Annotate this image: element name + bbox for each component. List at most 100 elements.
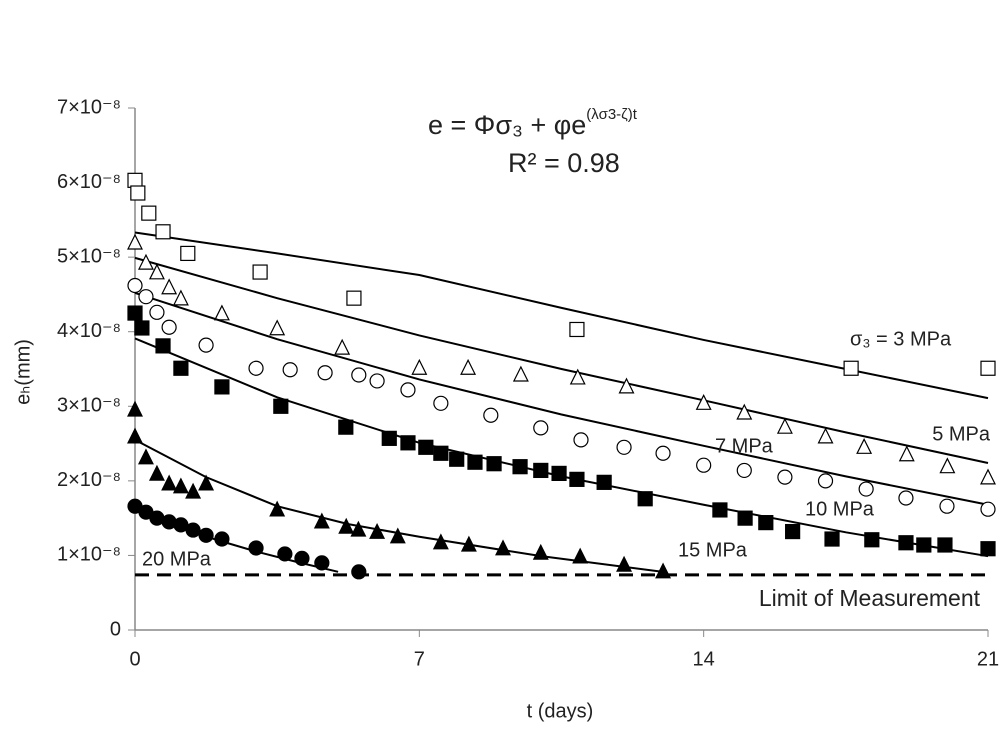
point: [432, 533, 449, 550]
point: [313, 512, 330, 529]
point: [127, 305, 143, 321]
point: [400, 382, 416, 398]
point: [572, 547, 589, 564]
point: [486, 456, 502, 472]
point: [138, 289, 154, 305]
fit-curve: [134, 231, 989, 400]
point: [214, 531, 230, 547]
point: [277, 546, 293, 562]
point: [317, 365, 333, 381]
point: [198, 527, 214, 543]
equation: e = Φσ₃ + φe(λσ3-ζ)t: [428, 106, 638, 140]
point: [864, 532, 880, 548]
point: [449, 451, 465, 467]
point: [616, 439, 632, 455]
point: [433, 395, 449, 411]
point: [637, 491, 653, 507]
equation-exponent: (λσ3-ζ)t: [586, 106, 637, 123]
point: [980, 360, 996, 376]
point: [655, 445, 671, 461]
point: [269, 319, 286, 336]
point: [712, 502, 728, 518]
point: [483, 407, 499, 423]
point: [161, 474, 178, 491]
point: [418, 439, 434, 455]
point: [856, 437, 873, 454]
y-tick-label: 1×10⁻⁸: [57, 544, 121, 566]
y-tick-label: 2×10⁻⁸: [57, 469, 121, 491]
series-label: 20 MPa: [142, 548, 212, 570]
point: [696, 457, 712, 473]
point: [314, 555, 330, 571]
limit-label: Limit of Measurement: [759, 585, 981, 611]
point: [655, 562, 672, 579]
series-label: 7 MPa: [715, 435, 774, 457]
point: [939, 498, 955, 514]
point: [937, 537, 953, 553]
y-tick-label: 3×10⁻⁸: [57, 395, 121, 417]
point: [338, 419, 354, 435]
point: [127, 172, 143, 188]
point: [172, 289, 189, 306]
point: [495, 539, 511, 556]
point: [596, 474, 612, 490]
point: [512, 459, 528, 475]
series-label: 5 MPa: [932, 423, 991, 445]
point: [916, 537, 932, 553]
point: [569, 368, 586, 385]
point: [269, 500, 286, 517]
point: [785, 523, 801, 540]
point: [155, 224, 171, 240]
y-axis-label: eₕ(mm): [12, 339, 34, 405]
point: [533, 420, 549, 436]
point: [161, 278, 178, 295]
fit-curve: [134, 438, 664, 573]
y-tick-label: 0: [110, 618, 121, 640]
point: [214, 379, 230, 395]
point: [817, 473, 834, 489]
y-tick-label: 5×10⁻⁸: [57, 245, 121, 267]
point: [433, 445, 449, 461]
point: [758, 515, 774, 531]
series-label: 15 MPa: [678, 539, 748, 561]
point: [616, 555, 633, 572]
point: [898, 445, 915, 462]
point: [141, 205, 157, 221]
point: [351, 564, 367, 580]
point: [198, 337, 214, 353]
point: [898, 535, 914, 551]
point: [185, 522, 201, 538]
point: [858, 481, 874, 497]
fit-curve: [134, 291, 989, 506]
point: [173, 360, 189, 376]
point: [161, 319, 177, 335]
point: [460, 535, 477, 552]
point: [939, 457, 956, 474]
point: [737, 510, 753, 526]
point: [512, 365, 529, 382]
point: [573, 432, 589, 448]
point: [776, 417, 793, 434]
point: [618, 377, 635, 394]
fit-curve: [134, 256, 989, 464]
point: [282, 362, 298, 378]
point: [467, 454, 483, 470]
point: [172, 477, 189, 494]
point: [130, 185, 146, 201]
point: [980, 501, 996, 517]
point: [381, 430, 397, 446]
x-tick-label: 14: [693, 648, 715, 670]
point: [248, 540, 264, 556]
point: [569, 321, 585, 338]
point: [350, 520, 367, 537]
point: [400, 435, 416, 451]
point: [134, 320, 150, 336]
point: [198, 474, 215, 491]
point: [148, 464, 165, 481]
r-squared: R² = 0.98: [508, 148, 620, 178]
point: [389, 527, 406, 544]
point: [334, 338, 351, 355]
x-axis-label: t (days): [527, 700, 594, 722]
point: [569, 471, 585, 487]
